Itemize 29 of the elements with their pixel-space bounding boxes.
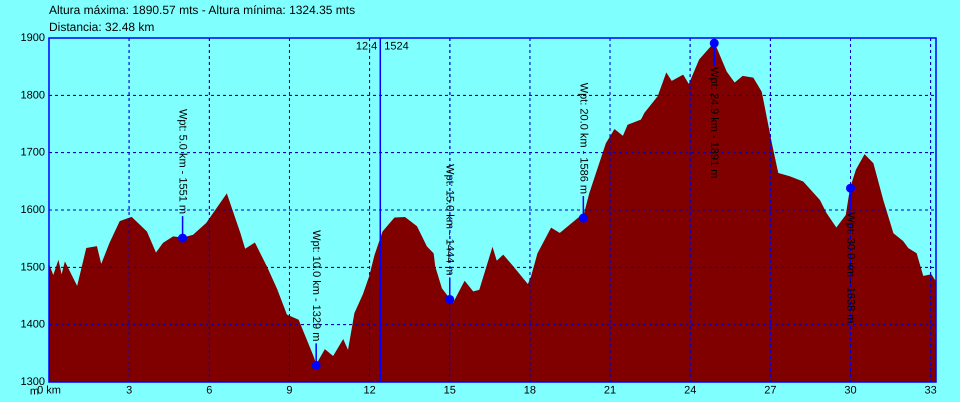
x-tick-label: 9 [286, 384, 293, 397]
y-axis-title: m [30, 386, 39, 398]
point [178, 234, 188, 243]
x-tick-label: 15 [444, 384, 456, 397]
x-tick-label: 21 [604, 384, 616, 397]
data-label: Wpt: 24.9 km - 1891 m [708, 67, 720, 178]
annotation: 1524 [384, 40, 409, 53]
x-tick-label: 30 [844, 384, 857, 397]
chart-subtitle: Distancia: 32.48 km [49, 20, 154, 34]
y-tick-label: 1800 [20, 89, 45, 102]
x-tick-label: 24 [684, 384, 696, 397]
data-label: Wpt: 10.0 km - 1329 m [310, 230, 322, 342]
x-tick-label: 6 [206, 384, 212, 397]
x-tick-label: 27 [764, 384, 776, 397]
chart-title: Altura máxima: 1890.57 mts - Altura mínima: 1324.35 mts [49, 3, 356, 17]
x-tick-label: 33 [924, 384, 937, 397]
y-tick-label: 1700 [20, 146, 45, 159]
data-label: Wpt: 15.0 km - 1444 m [444, 164, 456, 276]
x-tick-label: 18 [524, 384, 536, 397]
ref-line-label: 12,4 [356, 40, 378, 53]
data-label: Wpt: 5.0 km - 1551 m [176, 108, 189, 214]
data-label: Wpt: 20.0 km - 1586 m [577, 82, 590, 194]
y-tick-label: 1400 [20, 318, 45, 331]
y-tick-label: 1500 [20, 261, 45, 274]
x-tick-label: 3 [126, 384, 132, 397]
y-tick-label: 1900 [20, 32, 45, 44]
y-tick-label: 1600 [20, 204, 45, 216]
x-tick-label: 12 [363, 384, 376, 397]
data-label: Wpt: 30.0 km - 1638 m [844, 212, 856, 324]
